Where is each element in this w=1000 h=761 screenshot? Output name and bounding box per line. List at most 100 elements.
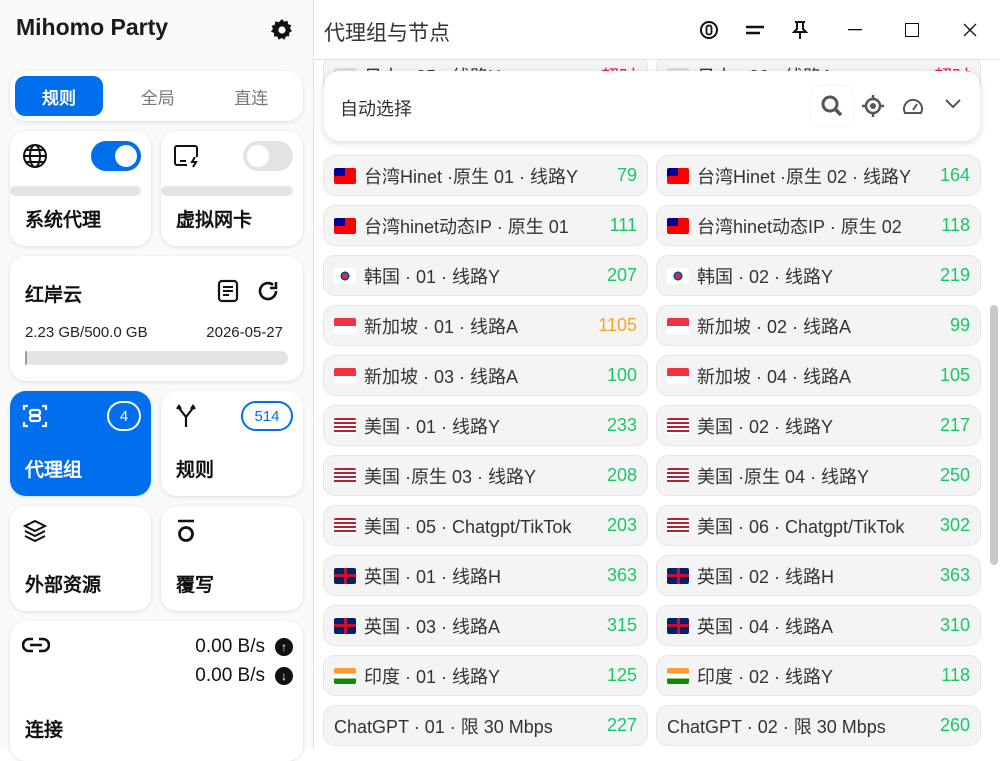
proxies-label: 代理组 — [25, 460, 83, 481]
mode-switcher: 规则 全局 直连 — [10, 71, 303, 121]
flag-sg-icon — [667, 317, 689, 334]
node-card[interactable]: 美国 ·原生 03 · 线路Y 208 — [323, 455, 648, 496]
node-card[interactable]: 英国 · 04 · 线路A 310 — [656, 605, 981, 646]
node-card[interactable]: ChatGPT · 02 · 限 30 Mbps 260 — [656, 705, 981, 746]
menu-lines-icon[interactable] — [743, 18, 767, 42]
node-card[interactable]: 美国 · 06 · Chatgpt/TikTok 302 — [656, 505, 981, 546]
nav-override[interactable]: 覆写 — [161, 506, 303, 611]
profile-name: 红岸云 — [25, 285, 83, 306]
chevron-down-icon[interactable] — [944, 98, 962, 110]
node-delay[interactable]: 219 — [939, 265, 970, 285]
mode-indicator-icon[interactable] — [697, 18, 721, 42]
node-card[interactable]: 台湾hinet动态IP · 原生 02 118 — [656, 205, 981, 246]
mode-rule[interactable]: 规则 — [15, 76, 103, 116]
profile-expire: 2026-05-27 — [206, 324, 283, 341]
node-name: 新加坡 · 03 · 线路A — [364, 366, 519, 387]
node-delay[interactable]: 203 — [606, 515, 637, 535]
node-card[interactable]: 新加坡 · 03 · 线路A 100 — [323, 355, 648, 396]
node-delay[interactable]: 118 — [941, 665, 970, 685]
node-card[interactable]: 印度 · 02 · 线路Y 118 — [656, 655, 981, 696]
node-delay[interactable]: 79 — [616, 165, 637, 185]
gear-icon[interactable] — [270, 18, 294, 42]
node-delay[interactable]: 208 — [606, 465, 637, 485]
node-delay[interactable]: 302 — [939, 515, 970, 535]
mode-global[interactable]: 全局 — [140, 88, 175, 108]
node-card[interactable]: 英国 · 03 · 线路A 315 — [323, 605, 648, 646]
node-card[interactable]: 英国 · 02 · 线路H 363 — [656, 555, 981, 596]
node-delay[interactable]: 260 — [939, 715, 970, 735]
node-name: 印度 · 01 · 线路Y — [364, 666, 501, 687]
search-button[interactable] — [811, 86, 853, 126]
node-card[interactable]: 美国 · 05 · Chatgpt/TikTok 203 — [323, 505, 648, 546]
node-delay[interactable]: 207 — [606, 265, 637, 285]
node-name: 新加坡 · 02 · 线路A — [697, 316, 852, 337]
node-card[interactable]: 新加坡 · 01 · 线路A 1105 — [323, 305, 648, 346]
node-card[interactable]: 新加坡 · 04 · 线路A 105 — [656, 355, 981, 396]
flag-us-icon — [667, 467, 689, 484]
mode-direct[interactable]: 直连 — [234, 88, 269, 108]
locate-icon[interactable] — [861, 94, 885, 118]
node-delay[interactable]: 363 — [606, 565, 637, 585]
node-delay[interactable]: 310 — [939, 615, 970, 635]
layers-icon — [22, 519, 48, 543]
node-delay[interactable]: 1105 — [598, 315, 637, 335]
node-card[interactable]: 美国 · 02 · 线路Y 217 — [656, 405, 981, 446]
nav-rules[interactable]: 514 规则 — [161, 391, 303, 496]
proxy-group-header[interactable]: 自动选择 — [324, 71, 980, 141]
speedtest-icon[interactable] — [902, 96, 924, 116]
node-delay[interactable]: 315 — [606, 615, 637, 635]
node-card[interactable]: 英国 · 01 · 线路H 363 — [323, 555, 648, 596]
node-card[interactable]: 新加坡 · 02 · 线路A 99 — [656, 305, 981, 346]
divider — [161, 186, 293, 196]
network-card-icon — [174, 145, 198, 168]
node-card[interactable]: 台湾Hinet ·原生 02 · 线路Y 164 — [656, 155, 981, 196]
proxies-count-badge: 4 — [107, 401, 141, 431]
resources-label: 外部资源 — [25, 575, 102, 596]
node-delay[interactable]: 217 — [939, 415, 970, 435]
node-card[interactable]: 美国 ·原生 04 · 线路Y 250 — [656, 455, 981, 496]
node-delay[interactable]: 125 — [606, 665, 637, 685]
node-delay[interactable]: 100 — [606, 365, 637, 385]
nav-proxies[interactable]: 4 代理组 — [10, 391, 151, 496]
node-card[interactable]: 美国 · 01 · 线路Y 233 — [323, 405, 648, 446]
system-proxy-toggle[interactable] — [91, 141, 141, 171]
scrollbar[interactable] — [990, 305, 998, 565]
node-delay[interactable]: 363 — [939, 565, 970, 585]
node-delay[interactable]: 118 — [941, 215, 970, 235]
tun-tile[interactable]: 虚拟网卡 — [161, 131, 303, 246]
node-card[interactable]: 印度 · 01 · 线路Y 125 — [323, 655, 648, 696]
flag-kr-icon — [667, 267, 689, 284]
refresh-icon[interactable] — [256, 279, 280, 303]
pin-icon[interactable] — [788, 18, 812, 42]
maximize-icon[interactable] — [900, 18, 924, 42]
node-delay[interactable]: 105 — [939, 365, 970, 385]
node-delay[interactable]: 233 — [606, 415, 637, 435]
node-delay[interactable]: 99 — [949, 315, 970, 335]
minimize-icon[interactable] — [843, 18, 867, 42]
node-card[interactable]: 韩国 · 02 · 线路Y 219 — [656, 255, 981, 296]
download-speed: 0.00 B/s — [195, 665, 265, 686]
node-card[interactable]: 台湾Hinet ·原生 01 · 线路Y 79 — [323, 155, 648, 196]
flag-sg-icon — [667, 367, 689, 384]
system-proxy-tile[interactable]: 系统代理 — [10, 131, 151, 246]
proxy-group-icon — [22, 404, 48, 428]
nav-connections[interactable]: 0.00 B/s ↑ 0.00 B/s ↓ 连接 — [10, 621, 303, 761]
profile-card[interactable]: 红岸云 2.23 GB/500.0 GB 2026-05-27 — [10, 256, 303, 381]
flag-gb-icon — [667, 567, 689, 584]
node-card[interactable]: ChatGPT · 01 · 限 30 Mbps 227 — [323, 705, 648, 746]
flag-us-icon — [667, 417, 689, 434]
node-delay[interactable]: 164 — [939, 165, 970, 185]
node-card[interactable]: 韩国 · 01 · 线路Y 207 — [323, 255, 648, 296]
connections-label: 连接 — [25, 720, 64, 741]
document-icon[interactable] — [217, 279, 239, 303]
download-arrow-icon: ↓ — [275, 667, 293, 685]
page-title: 代理组与节点 — [324, 22, 450, 45]
node-card[interactable]: 台湾hinet动态IP · 原生 01 111 — [323, 205, 648, 246]
node-delay[interactable]: 250 — [939, 465, 970, 485]
node-name: 美国 · 01 · 线路Y — [364, 416, 501, 437]
node-delay[interactable]: 111 — [609, 215, 637, 235]
node-delay[interactable]: 227 — [606, 715, 637, 735]
close-icon[interactable] — [958, 18, 982, 42]
tun-toggle[interactable] — [243, 141, 293, 171]
nav-resources[interactable]: 外部资源 — [10, 506, 151, 611]
